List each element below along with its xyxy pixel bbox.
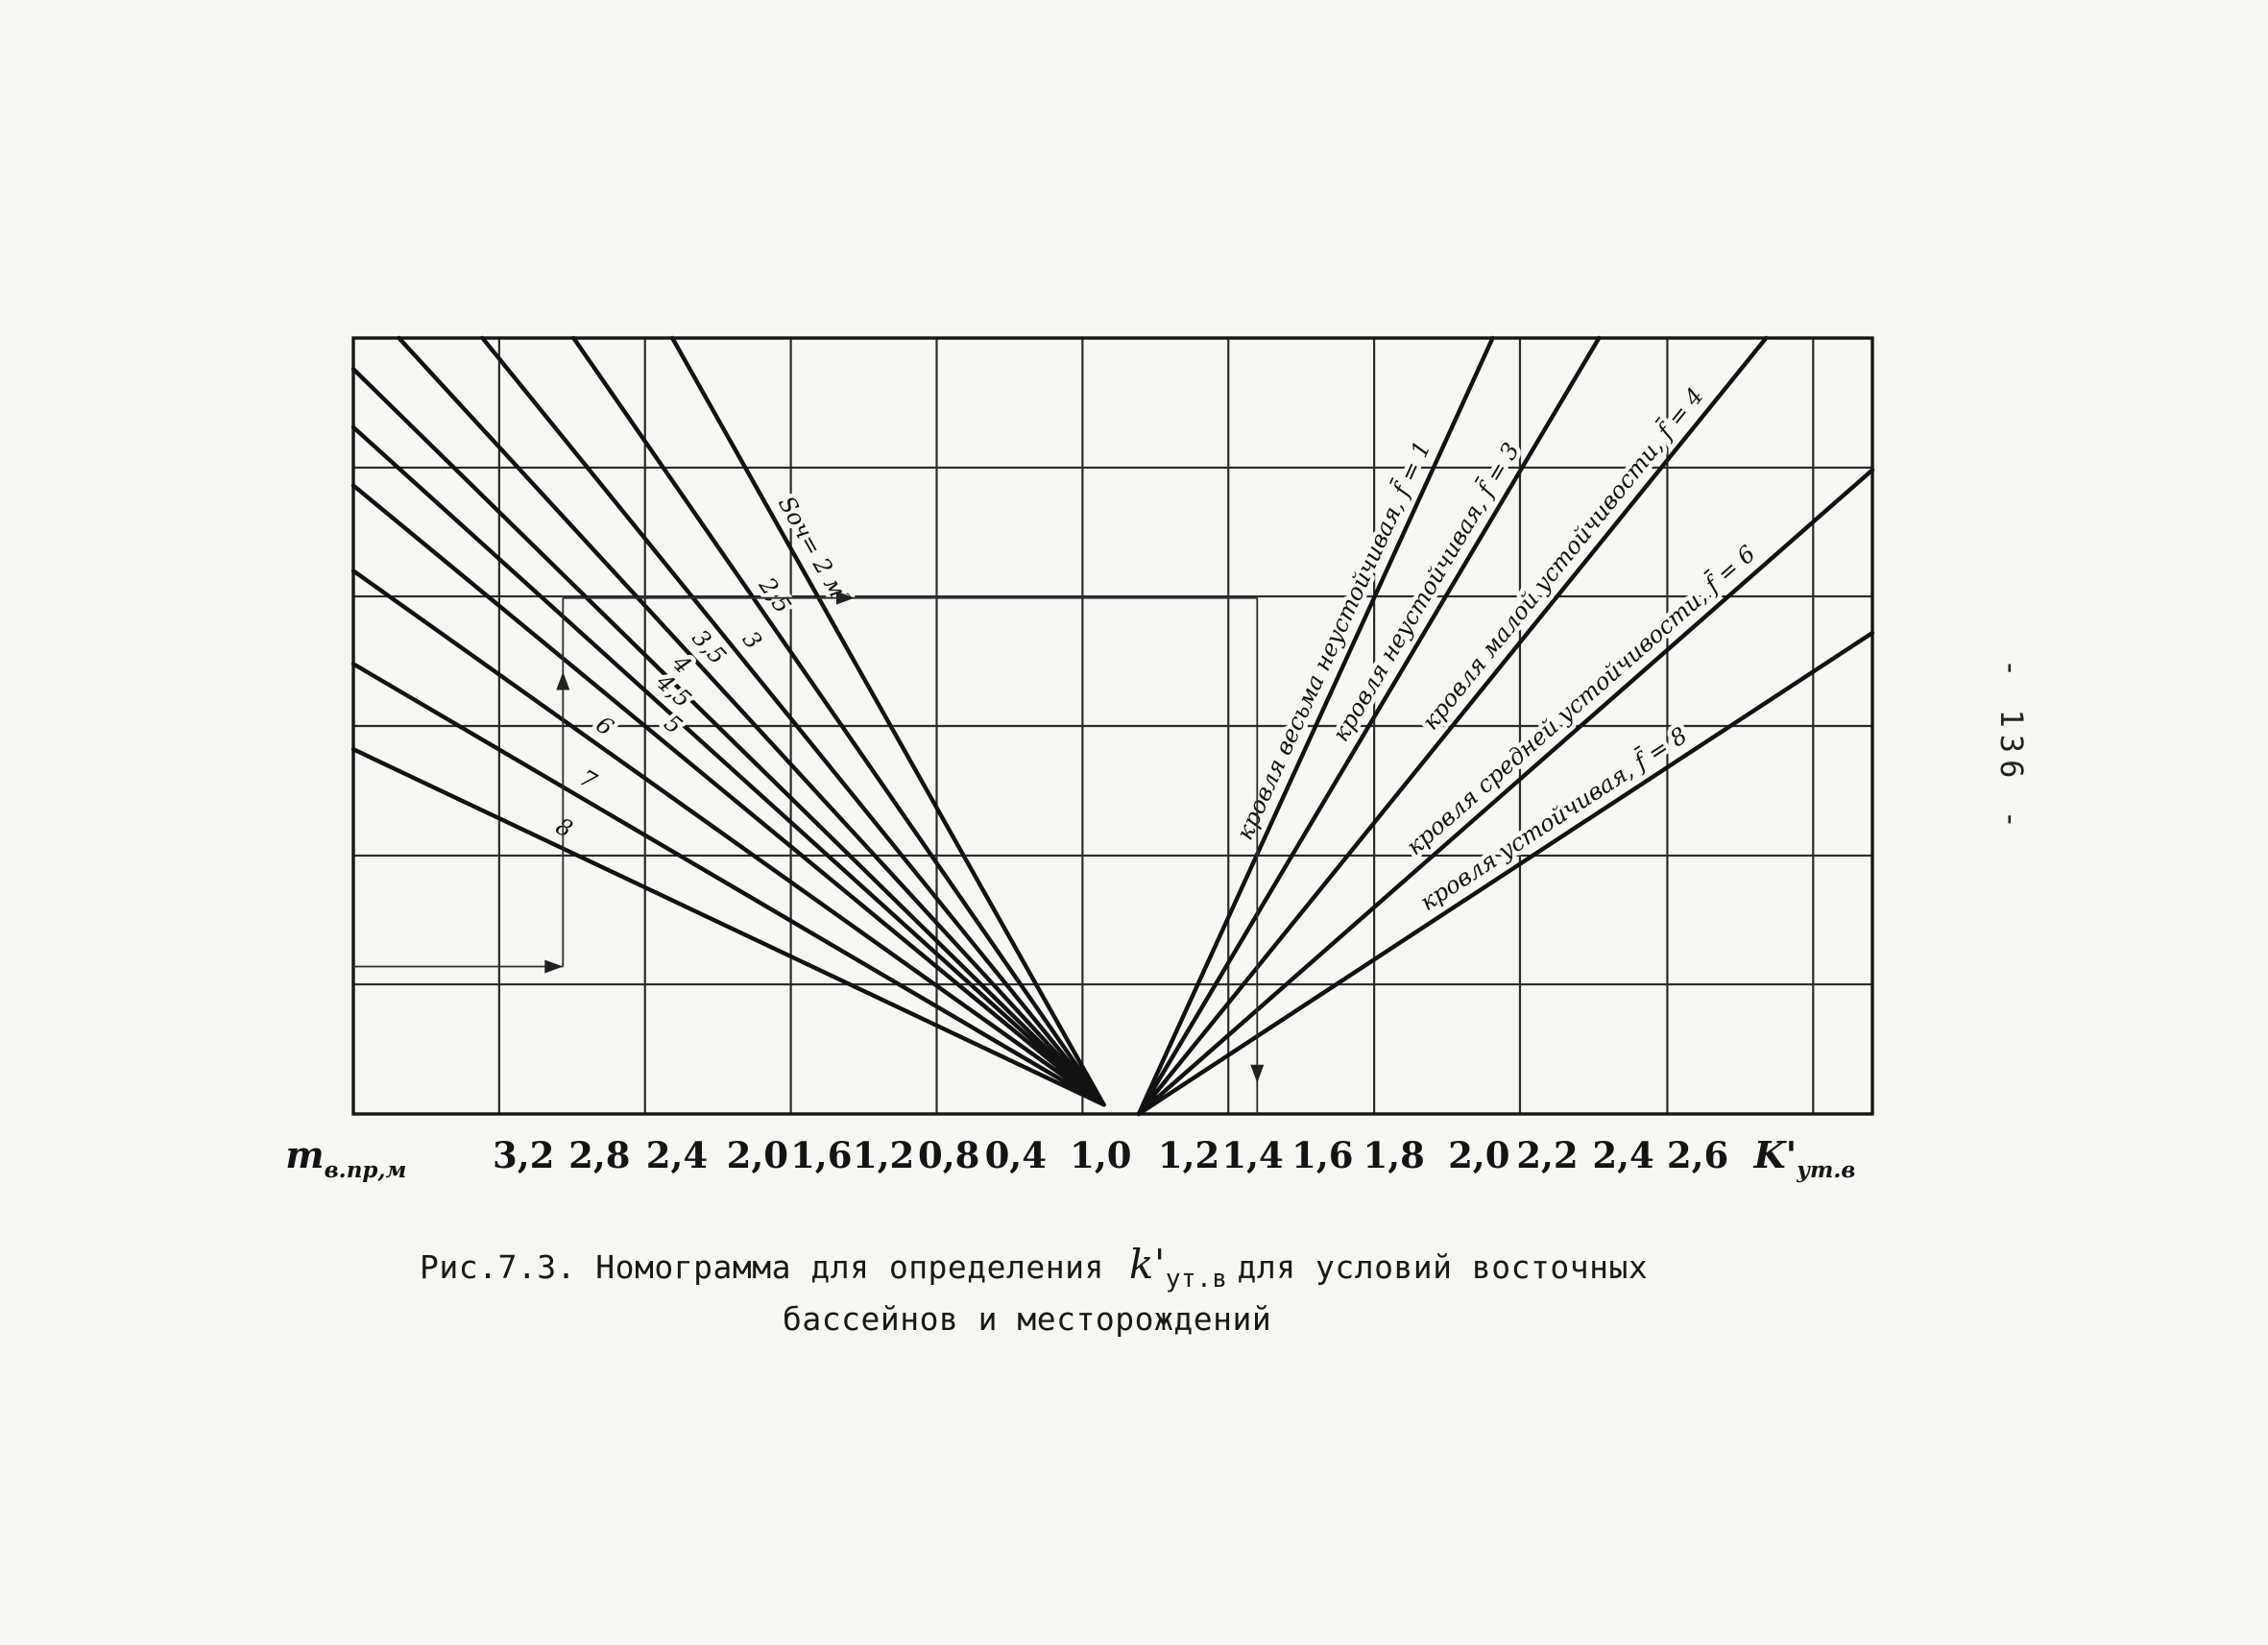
roof-class-line (1136, 630, 1875, 1117)
roof-class-line (1136, 335, 1769, 1117)
x-axis-tick-label: 2,0 (1448, 1134, 1509, 1176)
x-axis-title-right: K'ут.в (1753, 1133, 1856, 1183)
soch-line (350, 747, 1106, 1107)
guide-arrowhead-icon (1250, 1064, 1265, 1083)
soch-line (350, 367, 1106, 1107)
caption-k-subscript: ут.в (1165, 1265, 1228, 1294)
caption-k-symbol: k' (1128, 1241, 1166, 1288)
x-axis-title-left: mв.пр,м (285, 1133, 406, 1183)
chart-frame (351, 336, 1874, 1116)
soch-line (350, 568, 1106, 1107)
figure-caption-line2: бассейнов и месторождений (783, 1300, 1272, 1338)
soch-line-label: 7 (575, 764, 602, 795)
guide-arrowhead-icon (556, 671, 570, 690)
x-axis-tick-label: 1,4 (1221, 1134, 1283, 1176)
soch-line-label: 8 (552, 812, 577, 843)
x-axis-tick-label: 2,4 (646, 1134, 708, 1176)
guide-arrowhead-icon (544, 959, 564, 974)
soch-line-label: 3 (737, 626, 767, 655)
soch-line (670, 335, 1106, 1107)
page-number: - 136 - (1993, 659, 2030, 835)
caption-prefix: Рис.7.3. Номограмма для определения (420, 1248, 1104, 1286)
soch-line (350, 483, 1106, 1107)
x-axis-tick-label: 1,6 (790, 1134, 852, 1176)
soch-line (480, 335, 1106, 1107)
x-axis-tick-label: 3,2 (493, 1134, 554, 1176)
x-axis-tick-label: 2,8 (568, 1134, 630, 1176)
guide-arrowhead-icon (835, 591, 855, 605)
x-axis-tick-label: 0,4 (985, 1134, 1047, 1176)
x-axis-tick-label: 1,0 (1070, 1134, 1131, 1176)
soch-line (350, 662, 1106, 1107)
x-axis-tick-label: 2,6 (1667, 1134, 1728, 1176)
x-axis-tick-label: 1,8 (1363, 1134, 1424, 1176)
x-axis-tick-label: 2,4 (1592, 1134, 1653, 1176)
roof-class-line (1136, 468, 1875, 1117)
soch-line (571, 335, 1106, 1107)
x-axis-tick-label: 0,8 (918, 1134, 979, 1176)
figure-caption-line1: Рис.7.3. Номограмма для определения k'ут.… (420, 1241, 1648, 1294)
soch-line (350, 424, 1106, 1107)
x-axis-tick-label: 1,6 (1291, 1134, 1353, 1176)
x-axis-tick-label: 2,2 (1516, 1134, 1578, 1176)
caption-suffix: для условий восточных (1237, 1248, 1649, 1286)
soch-line (397, 335, 1106, 1107)
soch-line-label: 4,5 (651, 667, 697, 713)
x-axis-tick-label: 1,2 (1158, 1134, 1219, 1176)
x-axis-tick-label: 2,0 (727, 1134, 788, 1176)
roof-class-line (1136, 335, 1602, 1117)
roof-class-line (1136, 335, 1495, 1117)
x-axis-tick-label: 1,2 (853, 1134, 914, 1176)
